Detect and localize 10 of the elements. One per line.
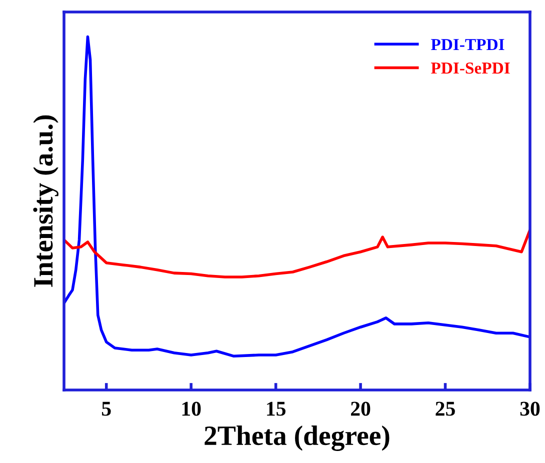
- y-axis-title: Intensity (a.u.): [33, 115, 58, 287]
- x-tick-label: 10: [182, 402, 201, 416]
- x-tick-label: 30: [520, 402, 540, 416]
- x-tick-label: 20: [351, 402, 370, 416]
- x-tick-label: 5: [102, 402, 111, 416]
- legend-label: PDI-SePDI: [431, 62, 510, 74]
- x-tick-label: 25: [436, 402, 455, 416]
- legend-label: PDI-TPDI: [431, 39, 504, 50]
- x-tick-label: 15: [267, 402, 286, 416]
- x-axis-title: 2Theta (degree): [204, 426, 390, 451]
